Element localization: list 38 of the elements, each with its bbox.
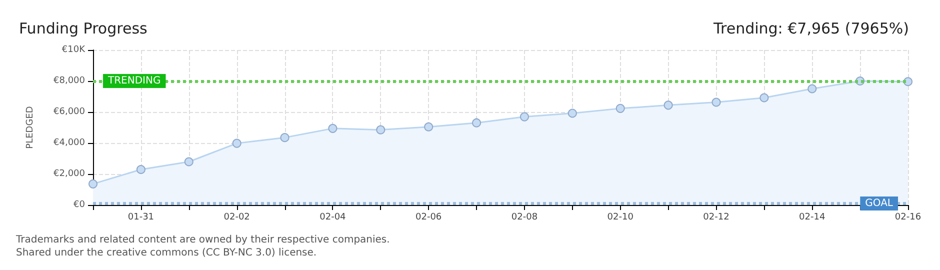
x-tick-label: 02-14 <box>799 212 826 222</box>
point <box>88 179 98 188</box>
chart-subtitle: Trending: €7,965 (7965%) <box>712 20 910 38</box>
point <box>520 112 529 122</box>
point <box>376 125 386 134</box>
point <box>616 104 625 113</box>
y-tick-label: €4,000 <box>54 138 86 148</box>
x-tick-label: 01-31 <box>128 212 154 222</box>
point <box>232 138 242 148</box>
point <box>760 93 769 102</box>
y-tick-label: €2,000 <box>54 169 86 179</box>
chart-title: Funding Progress <box>19 20 148 38</box>
point <box>184 157 194 166</box>
point <box>712 98 721 107</box>
y-tick-label: €6,000 <box>54 107 86 117</box>
point <box>280 133 290 142</box>
text: Shared under the creative commons (CC BY-NC 3.0) license. <box>16 248 317 258</box>
x-tick-label: 02-04 <box>320 212 346 222</box>
ref-line-label: TRENDING <box>107 76 161 86</box>
point <box>568 108 577 118</box>
text: Trademarks and related content are owned by their respective companies. <box>15 234 390 246</box>
ref-line-label: GOAL <box>865 198 894 209</box>
point <box>808 84 817 94</box>
y-tick-label: €10K <box>62 45 86 55</box>
point <box>328 124 338 133</box>
x-tick-label: 02-02 <box>224 212 250 222</box>
x-tick-label: 02-06 <box>416 212 442 222</box>
x-tick-label: 02-10 <box>607 212 634 222</box>
x-tick-label: 02-12 <box>703 212 730 222</box>
point <box>424 122 434 132</box>
point <box>664 100 673 110</box>
y-axis-title: PLEDGED <box>26 106 36 149</box>
point <box>136 165 146 174</box>
y-tick-label: €0 <box>74 200 86 210</box>
point <box>472 118 482 128</box>
y-tick-label: €8,000 <box>54 76 86 86</box>
x-tick-label: 02-08 <box>511 212 538 222</box>
x-tick-label: 02-16 <box>894 212 922 222</box>
